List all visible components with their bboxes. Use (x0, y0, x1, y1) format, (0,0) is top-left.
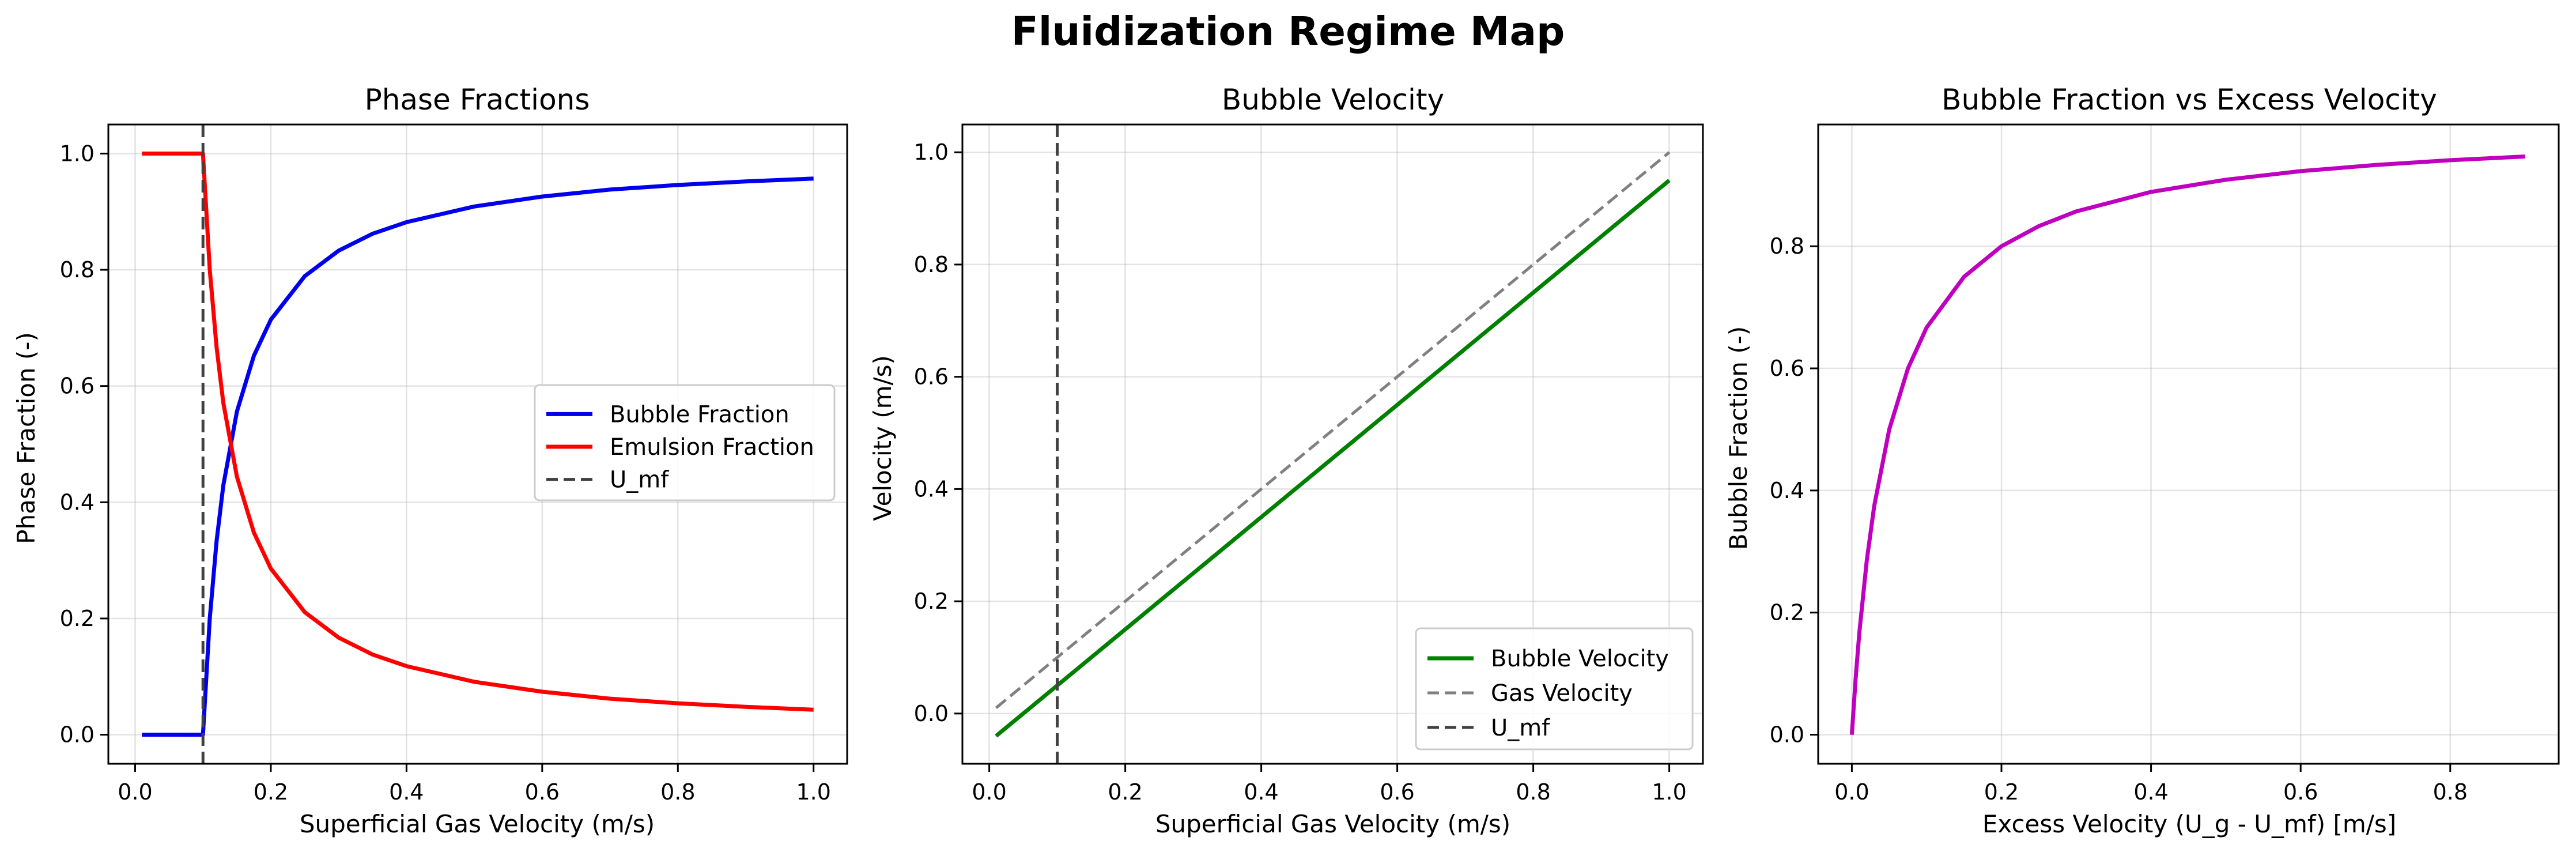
plot-area (1849, 154, 2525, 735)
y-tick-label: 0.2 (914, 589, 949, 614)
excess-velocity-chart: Bubble Fraction vs Excess Velocity Exces… (1724, 83, 2560, 838)
x-tick-label: 0.8 (660, 779, 695, 805)
x-tick-label: 0.8 (1516, 779, 1550, 805)
legend-label: U_mf (1491, 715, 1550, 741)
y-tick-label: 0.0 (60, 722, 95, 748)
y-tick-label: 0.6 (1770, 356, 1804, 381)
y-tick-label: 1.0 (914, 139, 949, 165)
x-tick-label: 1.0 (796, 779, 831, 805)
y-axis-label: Velocity (m/s) (868, 355, 897, 521)
chart-title: Phase Fractions (365, 83, 590, 116)
x-tick-label: 0.6 (2283, 779, 2318, 805)
y-tick-label: 0.8 (60, 257, 95, 282)
y-tick-label: 0.2 (60, 606, 95, 631)
excess-curve-line (1849, 154, 2525, 735)
x-tick-label: 0.0 (972, 779, 1006, 805)
x-tick-label: 0.4 (1244, 779, 1278, 805)
legend-label: Bubble Fraction (610, 401, 790, 428)
legend: Bubble Velocity Gas Velocity U_mf (1415, 627, 1694, 751)
x-tick-label: 0.4 (2133, 779, 2168, 805)
y-axis-label: Bubble Fraction (-) (1724, 326, 1752, 550)
x-axis-label: Superficial Gas Velocity (m/s) (1155, 810, 1510, 838)
legend-box (1415, 627, 1694, 751)
plot-area (995, 125, 1671, 764)
gas-velocity-line (995, 151, 1671, 710)
x-tick-label: 0.6 (1380, 779, 1414, 805)
y-tick-label: 0.2 (1770, 600, 1804, 625)
chart-title: Bubble Velocity (1222, 83, 1444, 116)
plot-area (142, 125, 814, 764)
x-tick-label: 0.6 (525, 779, 560, 805)
x-tick-label: 0.0 (118, 779, 152, 805)
x-axis-label: Excess Velocity (U_g - U_mf) [m/s] (1982, 810, 2396, 838)
y-tick-label: 0.4 (60, 489, 95, 515)
y-tick-label: 1.0 (60, 141, 95, 166)
y-tick-label: 0.4 (914, 476, 949, 501)
y-tick-label: 0.6 (914, 364, 949, 390)
emulsion-fraction-line (142, 151, 814, 712)
x-tick-label: 0.8 (2433, 779, 2468, 805)
legend: Bubble Fraction Emulsion Fraction U_mf (534, 384, 836, 501)
bubble-fraction-line (142, 176, 814, 737)
x-tick-label: 0.2 (1108, 779, 1142, 805)
legend-label: Bubble Velocity (1491, 646, 1669, 672)
x-tick-label: 0.0 (1834, 779, 1869, 805)
legend-label: U_mf (610, 467, 669, 493)
legend-label: Gas Velocity (1491, 680, 1633, 707)
axes-frame (1817, 123, 2560, 765)
legend-label: Emulsion Fraction (610, 434, 814, 461)
legend-box (534, 384, 836, 501)
phase-fractions-chart: Phase Fractions Superficial Gas Velocity… (12, 83, 848, 838)
x-tick-label: 1.0 (1652, 779, 1686, 805)
y-tick-label: 0.8 (1770, 233, 1804, 259)
y-tick-label: 0.6 (60, 374, 95, 399)
x-tick-label: 0.2 (1984, 779, 2019, 805)
x-tick-label: 0.2 (254, 779, 288, 805)
y-axis-label: Phase Fraction (-) (12, 332, 40, 544)
axes-frame (961, 123, 1704, 765)
figure-title: Fluidization Regime Map (1011, 9, 1565, 55)
bubble-velocity-line (995, 179, 1671, 738)
y-tick-label: 0.0 (914, 701, 949, 726)
x-axis-label: Superficial Gas Velocity (m/s) (300, 810, 655, 838)
y-tick-label: 0.0 (1770, 722, 1804, 748)
chart-title: Bubble Fraction vs Excess Velocity (1942, 83, 2437, 116)
y-tick-label: 0.8 (914, 252, 949, 277)
y-tick-label: 0.4 (1770, 478, 1804, 503)
bubble-velocity-chart: Bubble Velocity Superficial Gas Velocity… (868, 83, 1704, 838)
axes-frame (107, 123, 848, 765)
x-tick-label: 0.4 (389, 779, 424, 805)
